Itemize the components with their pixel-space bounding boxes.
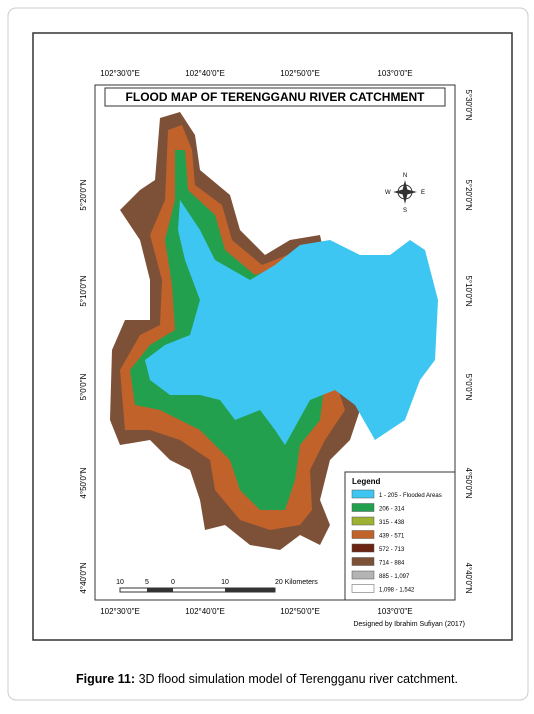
legend-swatch — [351, 570, 375, 580]
legend-swatch — [351, 516, 375, 526]
legend-label: 1,098 - 1,542 — [379, 588, 415, 594]
legend-label: 714 - 884 — [379, 561, 405, 567]
compass-w: W — [385, 190, 391, 196]
compass-s: S — [403, 208, 407, 214]
legend-label: 1 - 205 - Flooded Areas — [379, 493, 442, 499]
scale-label: 0 — [171, 579, 175, 586]
legend-swatch — [351, 530, 375, 539]
compass-needle — [393, 189, 417, 195]
legend-label: 885 - 1,097 — [379, 574, 410, 580]
top-coord-label: 102°40'0"E — [185, 69, 225, 78]
bottom-coord-label: 102°50'0"E — [280, 607, 320, 616]
legend-label: 439 - 571 — [379, 534, 405, 540]
scale-label: 20 Kilometers — [275, 579, 318, 586]
left-coord-label: 5°0'0"N — [79, 373, 88, 400]
scale-label: 5 — [145, 579, 149, 586]
scale-bar: 10 5 0 10 20 Kilometers — [116, 579, 318, 593]
left-coord-label: 4°40'0"N — [79, 562, 88, 593]
scale-label: 10 — [221, 579, 229, 586]
left-coord-label: 5°10'0"N — [79, 275, 88, 306]
title-box — [104, 87, 446, 107]
scale-bar-segment — [225, 588, 275, 592]
legend-label: 315 - 438 — [379, 520, 405, 526]
right-coord-label: 5°10'0"N — [464, 275, 473, 306]
legend: Legend 1 - 205 - Flooded Areas 206 - 314 3… — [344, 471, 456, 601]
legend-title: Legend — [352, 477, 381, 486]
legend-label: 572 - 713 — [379, 547, 405, 553]
top-coord-label: 102°50'0"E — [280, 69, 320, 78]
right-coord-label: 4°50'0"N — [464, 467, 473, 498]
compass-e: E — [421, 190, 425, 196]
caption: Figure 11: 3D flood simulation model of … — [76, 672, 458, 686]
scale-label: 10 — [116, 579, 124, 586]
top-coord-label: 103°0'0"E — [377, 69, 412, 78]
compass: N S E W — [385, 173, 425, 214]
credit: Designed by Ibrahim Sufiyan (2017) — [353, 621, 465, 628]
legend-label: 206 - 314 — [379, 507, 405, 513]
bottom-coord-label: 102°30'0"E — [100, 607, 140, 616]
compass-n: N — [403, 173, 407, 179]
legend-swatch — [351, 503, 375, 512]
right-coord-label: 5°20'0"N — [464, 179, 473, 210]
legend-swatch — [351, 489, 375, 499]
map — [110, 112, 438, 550]
flooded-area — [145, 200, 438, 445]
map-title: FLOOD MAP OF TERENGGANU RIVER CATCHMENT — [126, 90, 426, 104]
top-coord-label: 102°30'0"E — [100, 69, 140, 78]
legend-swatch — [351, 543, 375, 553]
left-coord-label: 5°20'0"N — [79, 179, 88, 210]
legend-swatch — [351, 584, 375, 593]
right-coord-label: 5°0'0"N — [464, 374, 473, 401]
caption-label: Figure 11: — [76, 672, 135, 686]
scale-bar-segment — [147, 588, 173, 592]
left-coord-label: 4°50'0"N — [79, 467, 88, 498]
right-coord-label: 4°40'0"N — [464, 562, 473, 593]
bottom-coord-label: 102°40'0"E — [185, 607, 225, 616]
bottom-coord-label: 103°0'0"E — [377, 607, 412, 616]
caption-text: 3D flood simulation model of Terengganu … — [135, 672, 458, 686]
right-coord-label: 5°30'0"N — [464, 89, 473, 120]
legend-swatch — [351, 557, 375, 566]
